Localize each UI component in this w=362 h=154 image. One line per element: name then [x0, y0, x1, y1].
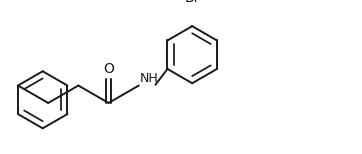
Text: NH: NH	[140, 72, 158, 85]
Text: Br: Br	[185, 0, 200, 5]
Text: O: O	[103, 62, 114, 76]
